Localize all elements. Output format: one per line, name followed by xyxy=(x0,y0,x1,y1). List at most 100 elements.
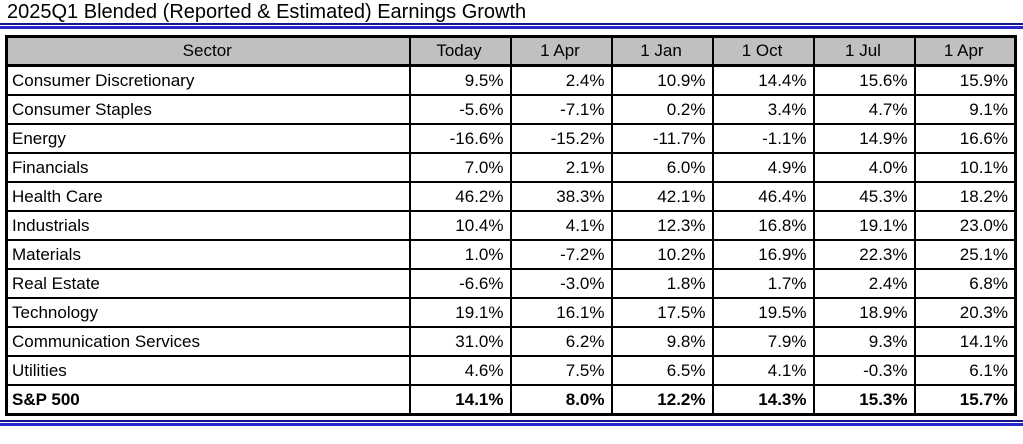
value-cell: 4.1% xyxy=(509,210,613,241)
col-header: 1 Apr xyxy=(913,35,1017,67)
value-cell: 8.0% xyxy=(509,384,613,416)
table-row: Financials 7.0% 2.1% 6.0% 4.9% 4.0% 10.1% xyxy=(5,152,1017,183)
value-cell: 14.3% xyxy=(711,384,815,416)
value-cell: 16.8% xyxy=(711,210,815,241)
sector-cell: S&P 500 xyxy=(5,384,411,416)
table-body: Consumer Discretionary 9.5% 2.4% 10.9% 14.4%… xyxy=(5,64,1017,416)
bottom-rule-navy-line xyxy=(0,420,1023,422)
table-row: S&P 500 14.1% 8.0% 12.2% 14.3% 15.3% 15.7% xyxy=(5,384,1017,416)
value-cell: -6.6% xyxy=(408,268,512,299)
value-cell: -7.1% xyxy=(509,94,613,125)
value-cell: 6.8% xyxy=(913,268,1017,299)
value-cell: 2.4% xyxy=(812,268,916,299)
value-cell: 19.1% xyxy=(812,210,916,241)
col-header: 1 Jul xyxy=(812,35,916,67)
table-row: Communication Services 31.0% 6.2% 9.8% 7.9% 9… xyxy=(5,326,1017,357)
table-row: Real Estate -6.6% -3.0% 1.8% 1.7% 2.4% 6.8% xyxy=(5,268,1017,299)
table-row: Health Care 46.2% 38.3% 42.1% 46.4% 45.3% 18.2… xyxy=(5,181,1017,212)
value-cell: 1.7% xyxy=(711,268,815,299)
value-cell: -0.3% xyxy=(812,355,916,386)
header-row: Sector Today 1 Apr 1 Jan 1 Oct 1 Jul 1 Apr xyxy=(5,35,1017,67)
value-cell: 15.9% xyxy=(913,64,1017,96)
title-rule-navy-line xyxy=(0,23,1023,25)
value-cell: 1.8% xyxy=(610,268,714,299)
value-cell: 4.6% xyxy=(408,355,512,386)
value-cell: 6.5% xyxy=(610,355,714,386)
sector-cell: Consumer Discretionary xyxy=(5,64,411,96)
value-cell: 14.1% xyxy=(408,384,512,416)
value-cell: 12.3% xyxy=(610,210,714,241)
value-cell: 2.4% xyxy=(509,64,613,96)
value-cell: 18.9% xyxy=(812,297,916,328)
value-cell: 6.2% xyxy=(509,326,613,357)
title-rule xyxy=(0,23,1023,29)
value-cell: 38.3% xyxy=(509,181,613,212)
col-header: 1 Jan xyxy=(610,35,714,67)
table-row: Consumer Staples -5.6% -7.1% 0.2% 3.4% 4.7% 9.… xyxy=(5,94,1017,125)
sector-cell: Real Estate xyxy=(5,268,411,299)
value-cell: 0.2% xyxy=(610,94,714,125)
value-cell: 10.9% xyxy=(610,64,714,96)
value-cell: 18.2% xyxy=(913,181,1017,212)
value-cell: 46.2% xyxy=(408,181,512,212)
value-cell: -16.6% xyxy=(408,123,512,154)
value-cell: 19.1% xyxy=(408,297,512,328)
table-row: Utilities 4.6% 7.5% 6.5% 4.1% -0.3% 6.1% xyxy=(5,355,1017,386)
value-cell: 9.1% xyxy=(913,94,1017,125)
value-cell: 6.0% xyxy=(610,152,714,183)
bottom-rule xyxy=(0,420,1023,426)
table-row: Consumer Discretionary 9.5% 2.4% 10.9% 14.4%… xyxy=(5,64,1017,96)
col-header: 1 Apr xyxy=(509,35,613,67)
earnings-growth-table: Sector Today 1 Apr 1 Jan 1 Oct 1 Jul 1 Apr Con… xyxy=(5,35,1017,416)
bottom-rule-blue-line xyxy=(0,423,1023,426)
value-cell: 4.9% xyxy=(711,152,815,183)
value-cell: 14.9% xyxy=(812,123,916,154)
value-cell: 2.1% xyxy=(509,152,613,183)
value-cell: -11.7% xyxy=(610,123,714,154)
sector-cell: Industrials xyxy=(5,210,411,241)
value-cell: 3.4% xyxy=(711,94,815,125)
value-cell: 6.1% xyxy=(913,355,1017,386)
value-cell: 46.4% xyxy=(711,181,815,212)
value-cell: 15.3% xyxy=(812,384,916,416)
value-cell: 23.0% xyxy=(913,210,1017,241)
value-cell: 14.1% xyxy=(913,326,1017,357)
value-cell: 1.0% xyxy=(408,239,512,270)
value-cell: -5.6% xyxy=(408,94,512,125)
value-cell: 9.8% xyxy=(610,326,714,357)
value-cell: 14.4% xyxy=(711,64,815,96)
value-cell: 10.4% xyxy=(408,210,512,241)
bottom-rule-gap xyxy=(0,422,1023,423)
value-cell: 22.3% xyxy=(812,239,916,270)
sector-cell: Technology xyxy=(5,297,411,328)
value-cell: 16.6% xyxy=(913,123,1017,154)
value-cell: 15.6% xyxy=(812,64,916,96)
value-cell: 16.1% xyxy=(509,297,613,328)
sector-cell: Materials xyxy=(5,239,411,270)
value-cell: 7.0% xyxy=(408,152,512,183)
value-cell: 12.2% xyxy=(610,384,714,416)
value-cell: 20.3% xyxy=(913,297,1017,328)
table-row: Energy -16.6% -15.2% -11.7% -1.1% 14.9% 16.6% xyxy=(5,123,1017,154)
value-cell: 4.7% xyxy=(812,94,916,125)
sector-cell: Utilities xyxy=(5,355,411,386)
value-cell: 9.3% xyxy=(812,326,916,357)
sector-cell: Health Care xyxy=(5,181,411,212)
col-header: Sector xyxy=(5,35,411,67)
sector-cell: Energy xyxy=(5,123,411,154)
value-cell: 31.0% xyxy=(408,326,512,357)
value-cell: 19.5% xyxy=(711,297,815,328)
value-cell: 45.3% xyxy=(812,181,916,212)
value-cell: 17.5% xyxy=(610,297,714,328)
value-cell: 10.1% xyxy=(913,152,1017,183)
value-cell: -3.0% xyxy=(509,268,613,299)
value-cell: 10.2% xyxy=(610,239,714,270)
value-cell: 16.9% xyxy=(711,239,815,270)
value-cell: 25.1% xyxy=(913,239,1017,270)
table-row: Industrials 10.4% 4.1% 12.3% 16.8% 19.1% 23.0% xyxy=(5,210,1017,241)
sector-cell: Financials xyxy=(5,152,411,183)
title-rule-blue-line xyxy=(0,26,1023,29)
value-cell: 7.5% xyxy=(509,355,613,386)
page-title: 2025Q1 Blended (Reported & Estimated) Ea… xyxy=(7,1,527,23)
value-cell: -1.1% xyxy=(711,123,815,154)
